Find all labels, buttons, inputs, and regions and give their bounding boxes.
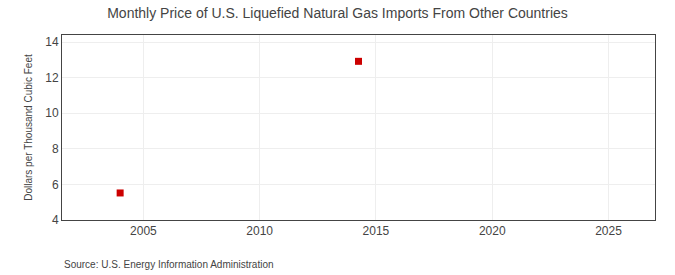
svg-text:12: 12 xyxy=(45,71,59,85)
svg-text:6: 6 xyxy=(52,178,59,192)
svg-text:2005: 2005 xyxy=(130,224,157,238)
svg-text:8: 8 xyxy=(52,142,59,156)
svg-text:2015: 2015 xyxy=(363,224,390,238)
svg-text:Source: U.S. Energy Informatio: Source: U.S. Energy Information Administ… xyxy=(64,259,274,270)
svg-text:10: 10 xyxy=(45,106,59,120)
svg-text:2010: 2010 xyxy=(246,224,273,238)
svg-text:Monthly Price of U.S. Liquefie: Monthly Price of U.S. Liquefied Natural … xyxy=(107,5,568,21)
svg-text:4: 4 xyxy=(52,213,59,227)
svg-text:2020: 2020 xyxy=(479,224,506,238)
svg-text:Dollars per Thousand Cubic Fee: Dollars per Thousand Cubic Feet xyxy=(23,54,34,201)
svg-text:14: 14 xyxy=(45,35,59,49)
svg-text:2025: 2025 xyxy=(595,224,622,238)
